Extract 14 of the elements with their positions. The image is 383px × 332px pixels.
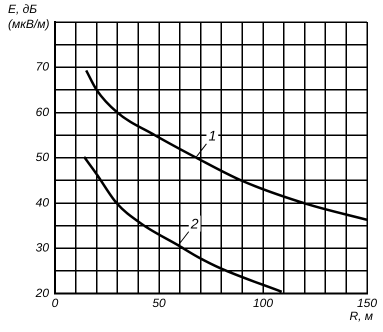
y-tick-label: 50 [36, 150, 50, 164]
x-tick-label: 50 [152, 296, 166, 310]
x-tick-label: 150 [356, 296, 378, 310]
x-axis-title: R, м [349, 309, 373, 323]
x-tick-label: 100 [252, 296, 274, 310]
y-axis-title: E, дБ (мкВ/м) [8, 2, 50, 32]
y-tick-label: 60 [36, 104, 50, 119]
series-label: 2 [190, 216, 199, 232]
y-tick-label: 70 [36, 60, 50, 74]
series-label: 1 [208, 128, 216, 144]
y-tick-label: 30 [36, 240, 50, 255]
y-tick-label: 20 [34, 286, 50, 300]
x-tick-label: 0 [52, 296, 59, 310]
y-tick-label: 40 [36, 195, 50, 210]
